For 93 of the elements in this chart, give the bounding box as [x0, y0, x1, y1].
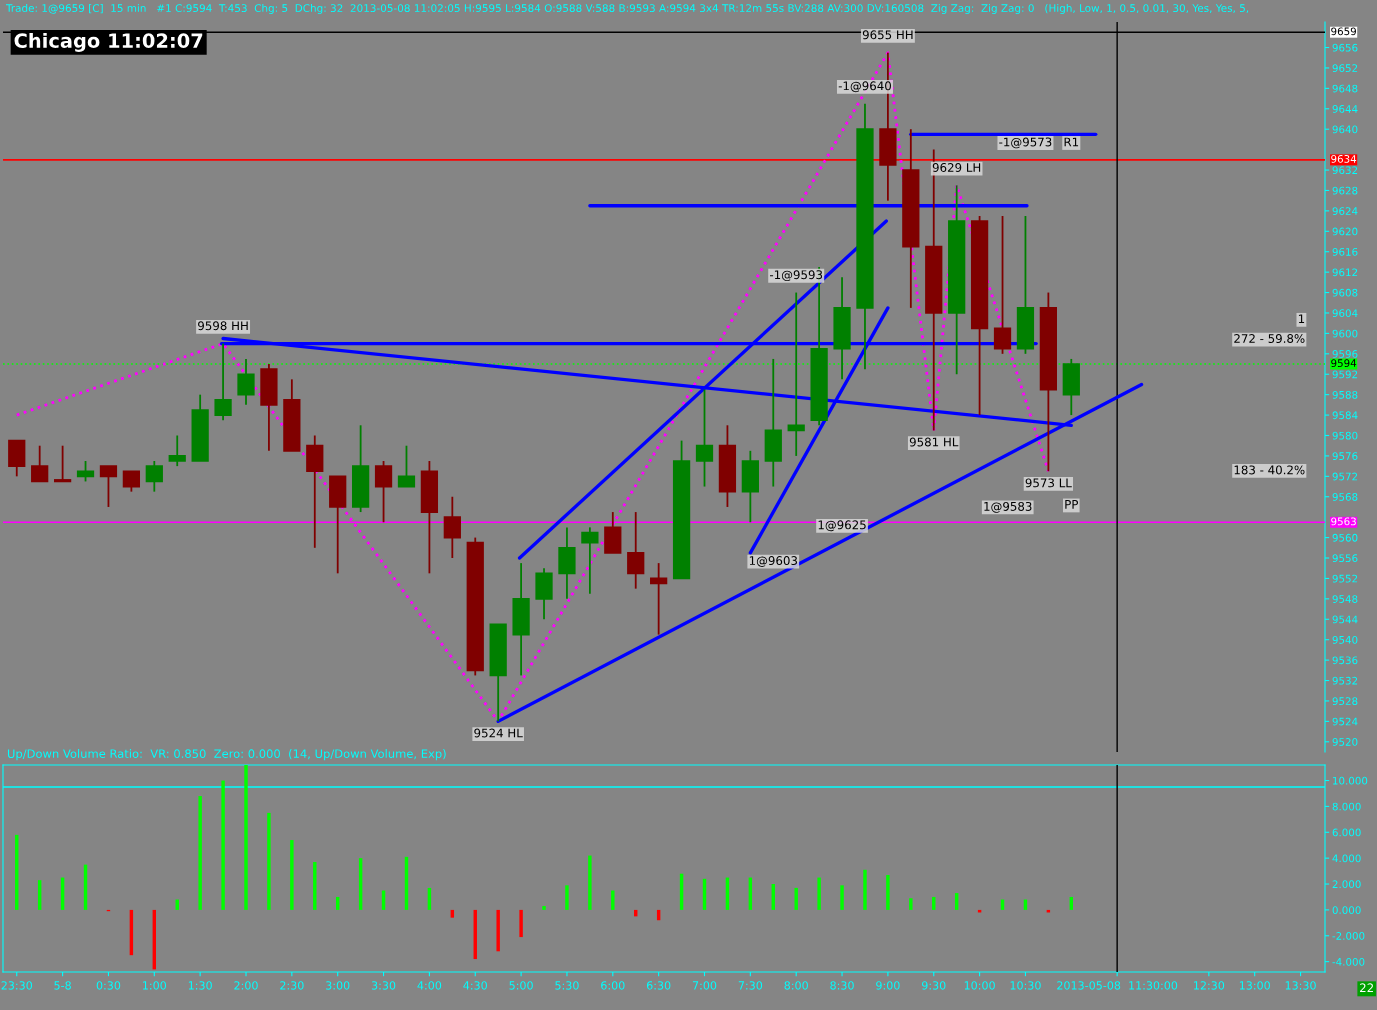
y-tick-label: 9536 — [1332, 656, 1358, 665]
y-tick-label: 0.000 — [1332, 906, 1361, 914]
annotation: 1@9625 — [818, 520, 866, 532]
x-tick-label: 12:30 — [1194, 981, 1225, 990]
annotation: -1@9640 — [838, 81, 891, 93]
y-tick-label: 9632 — [1332, 166, 1358, 175]
y-tick-label: 9572 — [1332, 472, 1358, 481]
y-tick-label: 9588 — [1332, 390, 1358, 399]
x-tick-label: 9:30 — [921, 981, 946, 990]
x-tick-label: 4:30 — [463, 981, 487, 990]
x-tick-label: 6:30 — [646, 981, 671, 990]
y-tick-label: 9552 — [1332, 574, 1358, 583]
y-tick-label: 9596 — [1332, 350, 1358, 358]
y-tick-label: 6.000 — [1332, 828, 1361, 837]
y-tick-label: 9644 — [1332, 105, 1358, 113]
y-tick-label: -4.000 — [1332, 957, 1365, 966]
y-tick-label: 9584 — [1332, 411, 1358, 420]
x-tick-label: 13:00 — [1239, 981, 1270, 990]
y-tick-label: 9656 — [1332, 43, 1358, 52]
x-tick-label: 3:30 — [371, 981, 396, 990]
annotation: 1@9603 — [749, 556, 798, 567]
x-tick-label: 2:00 — [234, 981, 258, 990]
y-tick-label: 9600 — [1332, 329, 1358, 338]
chart-title: Trade: 1@9659 [C] 15 min #1 C:9594 T:453 Chg: 5 DChg: 32 2013-05-08 11:02:05 H:9595 L:9584 O:9588 V:588 B:9593 A:9594 3x4 TR:12m 55s BV:288 AV:300 DV:160508 Zig Zag: Zig Zag: 0 (High, Low, 1, 0.5, 0.01, 30, Yes, Yes, 5, — [5, 3, 1249, 15]
x-tick-label: 23:30 — [1, 981, 33, 990]
y-tick-label: 9560 — [1332, 533, 1358, 542]
x-tick-label: 3:00 — [326, 981, 350, 990]
annotation: PP — [1065, 500, 1079, 509]
x-tick-label: 6:00 — [601, 981, 625, 990]
x-tick-label: 5-8 — [54, 981, 71, 990]
y-tick-label: 9620 — [1332, 227, 1358, 236]
annotation: 9598 HH — [198, 321, 248, 331]
annotation: 183 - 40.2% — [1234, 465, 1305, 475]
ref-line-label: 9634 — [1331, 155, 1357, 163]
x-tick-label: 5:30 — [555, 981, 579, 990]
y-tick-label: 9592 — [1332, 370, 1358, 379]
ref-line-label: 9659 — [1331, 27, 1356, 36]
y-tick-label: 2.000 — [1332, 880, 1361, 889]
x-tick-label: 8:00 — [784, 981, 808, 990]
annotation: 9524 HL — [474, 728, 523, 738]
annotation: -1@9573 — [999, 137, 1052, 149]
y-tick-label: 9540 — [1332, 635, 1358, 644]
x-tick-label: 13:30 — [1285, 981, 1316, 990]
annotation: 1 — [1298, 314, 1305, 324]
y-tick-label: 9652 — [1332, 64, 1358, 72]
ref-line-label: 9563 — [1331, 517, 1356, 526]
annotation: Chicago 11:02:07 — [14, 32, 203, 52]
x-tick-label: 8:30 — [830, 981, 854, 990]
y-tick-label: 9648 — [1332, 84, 1358, 93]
y-tick-label: 9624 — [1332, 207, 1358, 215]
annotation: 9581 HL — [909, 437, 959, 447]
y-tick-label: 9520 — [1332, 738, 1358, 746]
annotation: 9573 LL — [1025, 478, 1072, 488]
x-tick-label: 4:00 — [417, 981, 442, 990]
y-tick-label: 9544 — [1332, 615, 1358, 624]
x-tick-label: 10:30 — [1010, 981, 1041, 990]
x-tick-label: 10:00 — [964, 981, 995, 990]
annotation: 9655 HH — [862, 30, 913, 40]
y-tick-label: 9532 — [1332, 676, 1358, 685]
y-tick-label: 9528 — [1332, 697, 1358, 705]
y-tick-label: 9628 — [1332, 186, 1358, 195]
annotation: 1@9583 — [984, 501, 1032, 513]
x-tick-label: 1:30 — [188, 981, 212, 990]
text: 22 — [1360, 983, 1373, 993]
y-tick-label: 9576 — [1332, 452, 1358, 460]
y-tick-label: 9612 — [1332, 268, 1358, 277]
y-tick-label: 9556 — [1332, 554, 1358, 563]
y-tick-label: 4.000 — [1332, 854, 1361, 863]
annotation: -1@9593 — [769, 270, 823, 282]
y-tick-label: 9608 — [1332, 288, 1358, 297]
annotation: 9629 LH — [932, 163, 981, 172]
ref-line-label: 9594 — [1331, 359, 1357, 368]
y-tick-label: 9640 — [1332, 125, 1358, 134]
annotation: R1 — [1064, 137, 1079, 147]
y-tick-label: 9616 — [1332, 248, 1358, 256]
y-tick-label: 8.000 — [1332, 802, 1361, 811]
y-tick-label: 9548 — [1332, 595, 1358, 603]
x-tick-label: 7:00 — [692, 981, 717, 990]
x-tick-label: 9:00 — [876, 981, 900, 990]
x-tick-label: 5:00 — [509, 981, 533, 990]
y-tick-label: 9568 — [1332, 493, 1358, 501]
y-tick-label: 9580 — [1332, 431, 1358, 440]
y-tick-label: 9604 — [1332, 309, 1358, 318]
x-tick-label: 1:00 — [143, 981, 167, 990]
y-tick-label: -2.000 — [1332, 932, 1365, 940]
y-tick-label: 10.000 — [1333, 776, 1368, 785]
y-tick-label: 9524 — [1332, 717, 1358, 726]
annotation: 272 - 59.8% — [1234, 334, 1305, 343]
chart-title: Up/Down Volume Ratio: VR: 0.850 Zero: 0.000 (14, Up/Down Volume, Exp) — [7, 749, 446, 761]
x-tick-label: 7:30 — [738, 981, 763, 990]
x-tick-label: 0:30 — [96, 981, 121, 990]
x-tick-label: 2:30 — [280, 981, 304, 990]
x-tick-label: 2013-05-08 11:30:00 — [1057, 981, 1178, 990]
